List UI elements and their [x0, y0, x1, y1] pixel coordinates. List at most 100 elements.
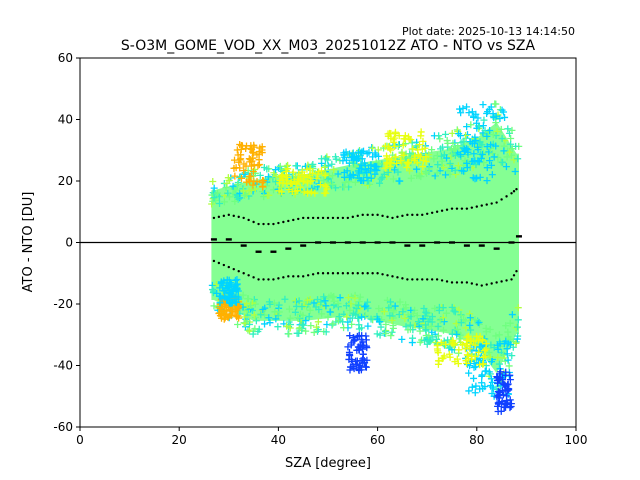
upper-bound-marker [341, 216, 345, 220]
scatter-point [505, 362, 513, 370]
scatter-point-cluster [316, 181, 324, 189]
scatter-point-cluster [494, 379, 502, 387]
scatter-point [389, 324, 397, 332]
scatter-point [470, 150, 478, 158]
scatter-point [314, 296, 322, 304]
lower-bound-marker [356, 272, 359, 275]
lower-bound-marker [227, 265, 230, 269]
scatter-point [330, 297, 338, 305]
scatter-point-cluster [339, 157, 347, 165]
scatter-point-cluster [346, 150, 354, 158]
scatter-point-cluster [346, 332, 354, 340]
scatter-point [292, 162, 300, 170]
scatter-point [395, 177, 403, 185]
scatter-point-cluster [349, 149, 357, 157]
lower-bound-marker [212, 259, 216, 263]
scatter-point-cluster [240, 167, 248, 175]
scatter-point-cluster [233, 285, 241, 293]
scatter-point-cluster [477, 154, 485, 162]
scatter-point [512, 324, 520, 332]
scatter-point [441, 130, 449, 138]
scatter-point-cluster [309, 169, 317, 177]
scatter-point-cluster [384, 130, 392, 138]
scatter-point [492, 332, 500, 340]
scatter-point [486, 326, 494, 334]
scatter-point [322, 328, 330, 336]
scatter-point [433, 335, 441, 343]
scatter-point [356, 293, 364, 301]
scatter-point-cluster [470, 140, 478, 148]
scatter-point-cluster [223, 284, 231, 292]
scatter-point [462, 317, 470, 325]
scatter-point-cluster [250, 143, 258, 151]
scatter-point-cluster [253, 178, 261, 186]
scatter-point-cluster [498, 106, 506, 114]
scatter-point [495, 331, 503, 339]
scatter-point [439, 304, 447, 312]
scatter-point-cluster [490, 114, 498, 122]
y-tick-label: 40 [58, 113, 73, 127]
scatter-point [216, 200, 224, 208]
scatter-point-cluster [321, 182, 329, 190]
scatter-point-cluster [479, 101, 487, 109]
scatter-point [285, 330, 293, 338]
scatter-point [252, 317, 260, 325]
scatter-point [329, 320, 337, 328]
scatter-point [376, 179, 384, 187]
scatter-point [430, 155, 438, 163]
upper-bound-marker [242, 216, 245, 220]
upper-bound-marker [495, 201, 498, 204]
scatter-point-cluster [507, 400, 515, 408]
scatter-point [433, 152, 441, 160]
scatter-point-cluster [476, 385, 484, 393]
scatter-point [240, 192, 248, 200]
scatter-point [398, 335, 406, 343]
scatter-point-cluster [500, 340, 508, 348]
lower-bound-marker [475, 283, 478, 286]
scatter-point [352, 163, 360, 171]
scatter-point-cluster [234, 312, 242, 320]
median-marker [300, 244, 307, 247]
median-marker [389, 241, 396, 244]
scatter-point [512, 339, 520, 347]
scatter-point-cluster [237, 145, 245, 153]
lower-bound-marker [346, 272, 350, 275]
lower-bound-marker [272, 278, 275, 281]
scatter-point-cluster [419, 137, 427, 145]
scatter-point [291, 308, 299, 316]
scatter-point-cluster [285, 185, 293, 193]
scatter-point-cluster [419, 156, 427, 164]
scatter-point-cluster [358, 332, 366, 340]
scatter-point [425, 165, 433, 173]
scatter-point-cluster [362, 363, 370, 371]
scatter-point [416, 338, 424, 346]
axes: 0 20 40 60 80 100 -60 -40 -20 0 20 40 60 [53, 51, 587, 447]
upper-bound-marker [212, 216, 216, 220]
scatter-point-cluster [360, 147, 368, 155]
scatter-point-cluster [381, 164, 389, 172]
scatter-point [346, 306, 354, 314]
scatter-point [436, 135, 444, 143]
scatter-point-cluster [456, 132, 464, 140]
scatter-point-cluster [434, 341, 442, 349]
scatter-point [401, 314, 409, 322]
scatter-point-cluster [506, 376, 514, 384]
upper-bound-marker [406, 213, 409, 217]
scatter-point-cluster [229, 306, 237, 314]
lower-bound-marker [351, 272, 354, 275]
scatter-point-cluster [470, 363, 478, 371]
scatter-point-cluster [231, 172, 239, 180]
upper-bound-marker [252, 220, 255, 224]
scatter-point [339, 318, 347, 326]
scatter-point [448, 150, 456, 158]
lower-bound-marker [237, 270, 240, 273]
scatter-point-cluster [470, 374, 478, 382]
scatter-point-cluster [386, 159, 394, 167]
scatter-point-cluster [461, 345, 469, 353]
scatter-point-cluster [225, 289, 233, 297]
scatter-point [312, 303, 320, 311]
scatter-point [313, 323, 321, 331]
scatter-point [428, 313, 436, 321]
lower-bound-marker [381, 273, 384, 276]
scatter-point-cluster [468, 337, 476, 345]
